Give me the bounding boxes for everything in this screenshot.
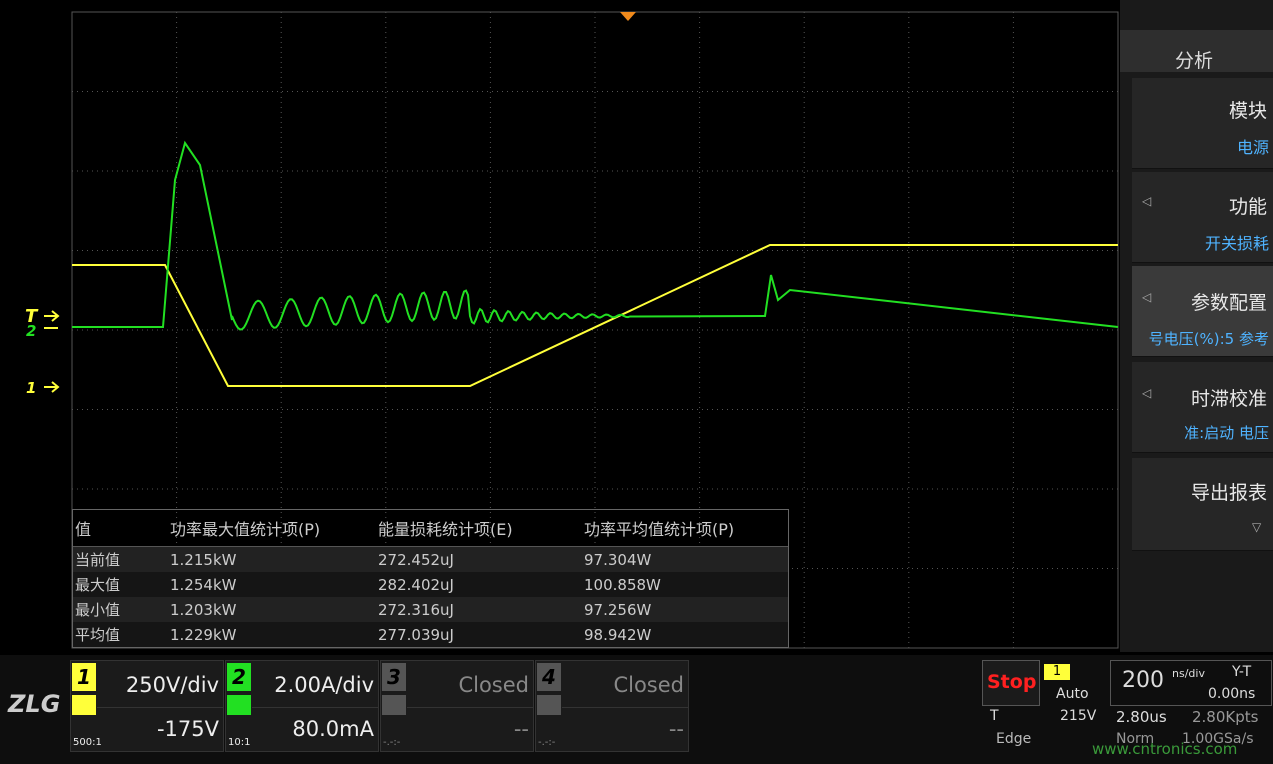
menu-label: 功能 xyxy=(1228,196,1267,218)
channel-scale: Closed xyxy=(613,673,684,697)
logo: ZLG xyxy=(8,690,61,718)
timebase: 200 xyxy=(1122,668,1164,693)
header-cell: 功率平均值统计项(P) xyxy=(584,520,735,539)
menu-item[interactable]: ◁ 时滞校准 准:启动 电压 xyxy=(1132,362,1273,453)
menu-item[interactable]: ◁ 功能 开关损耗 xyxy=(1132,172,1273,263)
table-row: 当前值 1.215kW 272.452uJ 97.304W xyxy=(73,547,788,572)
table-row: 最大值 1.254kW 282.402uJ 100.858W xyxy=(73,572,788,597)
menu-title-bar: 分析 xyxy=(1120,30,1273,72)
table-cell: 最大值 xyxy=(75,576,121,594)
channel-coupling xyxy=(227,695,251,715)
sample-rate: 1.00GSa/s xyxy=(1182,731,1254,747)
probe-ratio: 10:1 xyxy=(228,737,251,748)
menu-item[interactable]: ◁ 参数配置 号电压(%):5 参考 xyxy=(1132,266,1273,357)
ch2-marker: 2 xyxy=(26,322,36,340)
acquire-mode: Norm xyxy=(1116,731,1155,747)
menu-title: 分析 xyxy=(1175,50,1214,72)
trigger-source: 1 xyxy=(1044,664,1070,680)
channel-offset: -175V xyxy=(156,717,219,741)
run-state: Stop xyxy=(987,671,1037,693)
menu-value: 电源 xyxy=(1236,138,1269,157)
probe-ratio: -.-:- xyxy=(538,737,556,748)
table-cell: 1.215kW xyxy=(170,550,237,569)
grid xyxy=(72,12,1118,648)
table-cell: 1.229kW xyxy=(170,625,237,644)
ch2-waveform xyxy=(72,140,1119,331)
channel-number: 4 xyxy=(537,663,561,691)
header-cell: 能量损耗统计项(E) xyxy=(378,520,513,539)
run-status[interactable]: Stop xyxy=(982,660,1040,706)
menu-value: 开关损耗 xyxy=(1204,234,1269,253)
channel-coupling xyxy=(382,695,406,715)
channel-scale: 2.00A/div xyxy=(274,673,374,697)
table-cell: 98.942W xyxy=(584,625,652,644)
measurement-table: 值 功率最大值统计项(P) 能量损耗统计项(E) 功率平均值统计项(P) 当前值 1.21… xyxy=(72,509,789,648)
trigger-mode: Auto xyxy=(1056,686,1089,702)
menu-value: 号电压(%):5 参考 xyxy=(1148,330,1269,348)
channel-scale: Closed xyxy=(458,673,529,697)
menu-label: 模块 xyxy=(1228,100,1267,122)
channel-number: 2 xyxy=(227,663,251,691)
channel-offset: -- xyxy=(513,717,529,741)
menu-item[interactable]: 导出报表 ▽ xyxy=(1132,458,1273,551)
probe-ratio: 500:1 xyxy=(73,737,102,748)
menu-label: 导出报表 xyxy=(1190,482,1267,504)
table-row: 平均值 1.229kW 277.039uJ 98.942W xyxy=(73,622,788,647)
table-row: 最小值 1.203kW 272.316uJ 97.256W xyxy=(73,597,788,622)
timebase-unit: ns/div xyxy=(1172,667,1205,680)
channel-scale: 250V/div xyxy=(125,673,219,697)
display-mode: Y-T xyxy=(1232,664,1252,680)
table-cell: 97.304W xyxy=(584,550,652,569)
channel-coupling xyxy=(72,695,96,715)
table-cell: 1.203kW xyxy=(170,600,237,619)
channel-offset: -- xyxy=(668,717,684,741)
watermark: www.cntronics.com xyxy=(1092,740,1238,758)
header-cell: 功率最大值统计项(P) xyxy=(170,520,321,539)
divider xyxy=(252,707,378,708)
channel-coupling xyxy=(537,695,561,715)
trigger-level: 215V xyxy=(1060,708,1097,724)
table-cell: 272.316uJ xyxy=(378,600,454,619)
marker-arrows xyxy=(44,310,60,393)
header-cell: 值 xyxy=(75,520,92,539)
table-header: 值 功率最大值统计项(P) 能量损耗统计项(E) 功率平均值统计项(P) xyxy=(73,510,788,547)
timebase-box[interactable] xyxy=(1110,660,1272,706)
menu-label: 时滞校准 xyxy=(1190,388,1267,410)
trigger-position xyxy=(620,12,636,21)
trigger-marker: T xyxy=(25,306,39,327)
trigger-label: T xyxy=(990,708,999,724)
ch1-waveform xyxy=(72,244,1118,387)
menu-item[interactable]: 模块电源 xyxy=(1132,78,1273,169)
trigger-type: Edge xyxy=(996,731,1032,747)
channel-offset: 80.0mA xyxy=(292,717,374,741)
divider xyxy=(407,707,533,708)
table-cell: 277.039uJ xyxy=(378,625,454,644)
table-cell: 272.452uJ xyxy=(378,550,454,569)
divider xyxy=(562,707,688,708)
table-cell: 282.402uJ xyxy=(378,575,454,594)
menu-value: 准:启动 电压 xyxy=(1184,424,1269,442)
table-cell: 1.254kW xyxy=(170,575,237,594)
waveform-display: T 2 1 xyxy=(25,11,1119,649)
channel-panel[interactable]: 3 Closed -- -.-:- xyxy=(380,660,534,752)
probe-ratio: -.-:- xyxy=(383,737,401,748)
ch1-marker: 1 xyxy=(26,379,36,397)
divider xyxy=(97,707,223,708)
record-time: 2.80us xyxy=(1116,708,1167,726)
channel-panel[interactable]: 2 2.00A/div 80.0mA 10:1 xyxy=(225,660,379,752)
menu-label: 参数配置 xyxy=(1190,292,1267,314)
channel-number: 3 xyxy=(382,663,406,691)
channel-number: 1 xyxy=(72,663,96,691)
channel-panel[interactable]: 4 Closed -- -.-:- xyxy=(535,660,689,752)
channel-panel[interactable]: 1 250V/div -175V 500:1 xyxy=(70,660,224,752)
record-points: 2.80Kpts xyxy=(1192,708,1259,726)
table-cell: 100.858W xyxy=(584,575,661,594)
table-cell: 最小值 xyxy=(75,601,121,619)
table-cell: 当前值 xyxy=(75,551,121,569)
table-cell: 97.256W xyxy=(584,600,652,619)
table-cell: 平均值 xyxy=(75,626,121,644)
delay: 0.00ns xyxy=(1208,686,1256,702)
